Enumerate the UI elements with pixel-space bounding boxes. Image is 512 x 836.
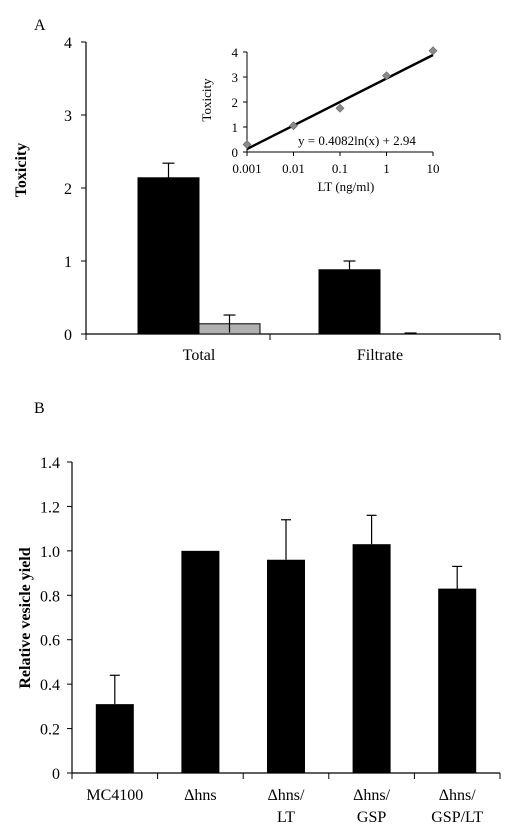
panel-a-x-tick-label: Total <box>183 347 216 364</box>
panel-b-y-axis-label: Relative vesicle yield <box>17 547 34 688</box>
inset-marks <box>242 46 438 151</box>
panel-b-axes: 0 0.2 0.4 0.6 0.8 1.0 1.2 1.4 MC4100 Δhns Δhns/LT Δ… <box>40 455 501 826</box>
panel-b-x-tick-label: Δhns/ <box>353 787 391 804</box>
panel-a-y-tick-label: 3 <box>64 108 72 125</box>
inset-x-tick-label: 0.1 <box>332 161 348 176</box>
inset-y-tick-label: 0 <box>232 145 239 160</box>
panel-a-chart: A Toxicity 0 1 2 3 4 Total Filtrate <box>13 17 501 364</box>
inset-data-point <box>428 46 438 56</box>
inset-trendline <box>246 53 434 151</box>
panel-a-x-tick-label: Filtrate <box>357 347 403 364</box>
panel-b-y-tick-label: 0.6 <box>40 633 60 650</box>
panel-b-y-tick-label: 0.8 <box>40 588 60 605</box>
panel-a-y-tick-label: 0 <box>64 327 72 344</box>
panel-b-label: B <box>34 400 45 417</box>
inset-y-tick-label: 1 <box>232 120 239 135</box>
panel-b-x-tick-label: LT <box>277 809 295 826</box>
panel-a-bars <box>137 162 417 335</box>
panel-b-y-tick-label: 1.4 <box>40 455 60 472</box>
panel-a-y-axis-label: Toxicity <box>13 143 30 198</box>
panel-b-y-tick-label: 1.2 <box>40 499 60 516</box>
inset-x-tick-label: 0.01 <box>282 161 305 176</box>
inset-trendline-equation: y = 0.4082ln(x) + 2.94 <box>298 133 416 148</box>
panel-b-x-tick-label: Δhns/ <box>439 787 477 804</box>
panel-b-bar <box>181 550 220 773</box>
inset-data-point <box>382 71 391 81</box>
inset-data-point <box>335 103 345 113</box>
inset-data-point <box>289 121 298 131</box>
panel-b-y-tick-label: 0.4 <box>40 677 60 694</box>
panel-b-y-tick-label: 0 <box>52 766 60 783</box>
panel-b-x-tick-label: Δhns/ <box>268 787 306 804</box>
panel-b-bar <box>352 544 391 773</box>
panel-b-y-tick-label: 1.0 <box>40 544 60 561</box>
panel-b-y-tick-label: 0.2 <box>40 722 60 739</box>
panel-a-y-tick-label: 4 <box>64 35 72 52</box>
inset-x-axis-label: LT (ng/ml) <box>318 179 375 194</box>
panel-b-x-tick-label: MC4100 <box>86 787 143 804</box>
panel-b-bar <box>95 704 134 773</box>
panel-a-y-tick-label: 2 <box>64 181 72 198</box>
inset-x-tick-label: 0.001 <box>232 161 261 176</box>
panel-b-x-tick-label: Δhns <box>184 787 217 804</box>
inset-y-axis-label: Toxicity <box>199 78 214 122</box>
panel-b-bars <box>95 514 477 773</box>
inset-y-tick-label: 3 <box>232 70 239 85</box>
panel-b-bar <box>438 588 477 773</box>
panel-b-x-tick-label: GSP/LT <box>431 809 483 826</box>
panel-a-label: A <box>34 17 46 34</box>
inset-data-point <box>242 140 252 149</box>
panel-b-chart: B Relative vesicle yield 0 0.2 0.4 0.6 0.8 1.… <box>17 400 501 826</box>
panel-a-y-tick-label: 1 <box>64 254 72 271</box>
inset-x-tick-label: 1 <box>383 161 390 176</box>
panel-b-bar <box>267 559 305 773</box>
panel-a-bar <box>137 177 200 335</box>
inset-axes: 0 1 2 3 4 0.001 0.01 0.1 1 10 <box>232 45 440 176</box>
inset-y-tick-label: 2 <box>232 95 239 110</box>
panel-a-bar <box>318 269 381 335</box>
panel-b-x-tick-label: GSP <box>357 809 386 826</box>
panel-a-inset-chart: Toxicity LT (ng/ml) y = 0.4082ln(x) + 2.… <box>199 45 440 194</box>
inset-y-tick-label: 4 <box>232 45 239 60</box>
panel-a-axes: 0 1 2 3 4 Total Filtrate <box>64 35 501 364</box>
inset-x-tick-label: 10 <box>427 161 440 176</box>
